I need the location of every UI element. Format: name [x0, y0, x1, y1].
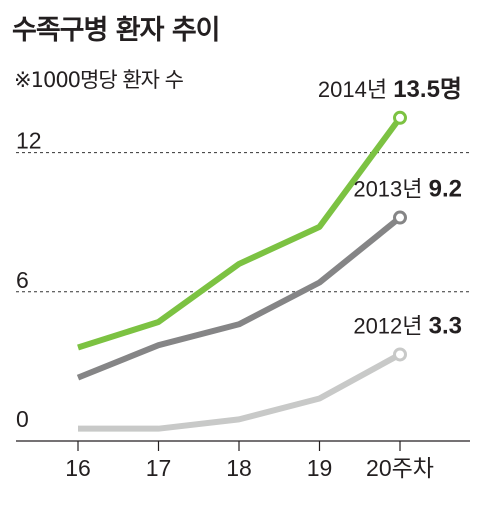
y-tick-label: 0	[16, 406, 29, 432]
series-line-2	[77, 116, 403, 351]
series-name: 2012년	[353, 313, 428, 338]
x-tick-label: 16	[65, 455, 91, 481]
x-tick-label: 19	[307, 455, 333, 481]
chart-subtitle: ※1000명당 환자 수	[14, 68, 184, 92]
series-end-marker-2	[393, 110, 407, 125]
series-end-marker-1	[393, 210, 407, 225]
series-label-0: 2012년 3.3	[353, 312, 462, 339]
y-tick-label: 6	[16, 267, 29, 293]
x-tick-label: 20주차	[366, 455, 434, 481]
y-tick-label: 12	[16, 128, 42, 154]
chart-title: 수족구병 환자 추이	[12, 15, 221, 46]
series-name: 2014년	[318, 77, 393, 102]
series-end-marker-0	[393, 347, 407, 362]
series-label-2: 2014년 13.5명	[318, 76, 462, 103]
series-value: 3.3	[429, 312, 462, 339]
series-value: 9.2	[429, 176, 462, 203]
series-value: 13.5명	[393, 76, 462, 103]
series-name: 2013년	[353, 177, 428, 202]
series-line-0	[78, 351, 402, 432]
series-line-1	[76, 215, 402, 381]
series-label-1: 2013년 9.2	[353, 176, 462, 203]
x-tick-label: 18	[226, 455, 252, 481]
x-tick-label: 17	[146, 455, 172, 481]
